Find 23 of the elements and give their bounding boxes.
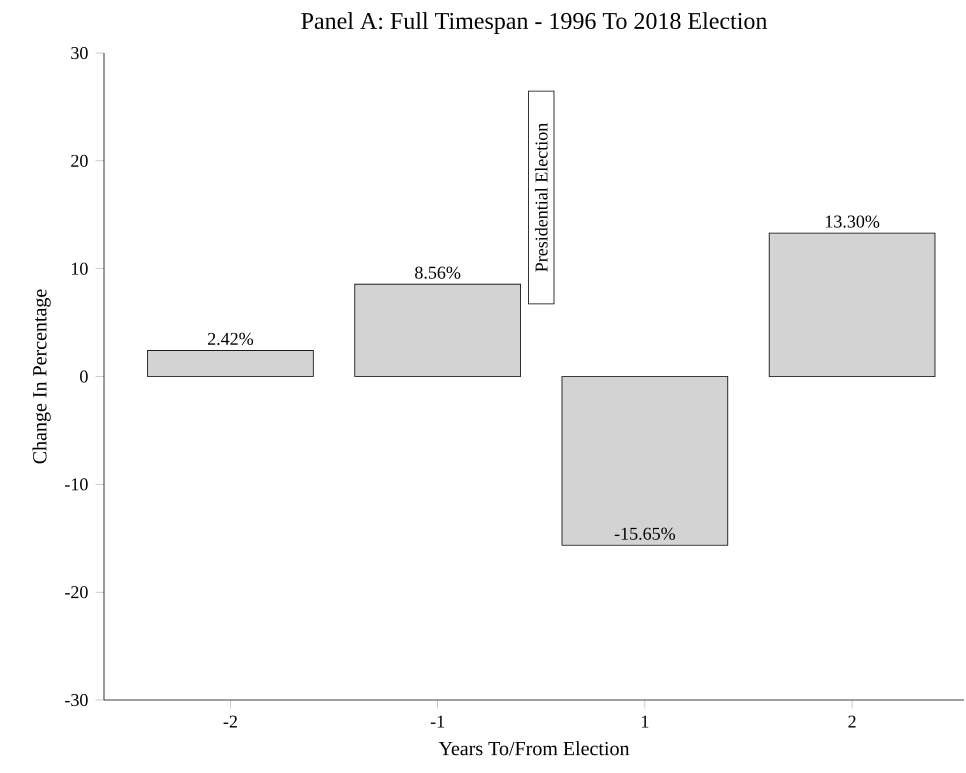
y-tick-label: -10 (65, 478, 88, 490)
y-tick-label: -30 (65, 694, 88, 706)
chart-title: Panel A: Full Timespan - 1996 To 2018 Election (301, 12, 768, 34)
x-axis-title: Years To/From Election (438, 741, 630, 756)
data-label: 13.30% (826, 215, 880, 228)
data-label: -15.65% (614, 528, 676, 540)
bar (147, 350, 314, 377)
x-tick-label: 2 (848, 716, 856, 728)
bar (562, 376, 728, 546)
y-tick-label: 0 (80, 370, 88, 383)
x-tick-label: -2 (224, 716, 237, 728)
data-label: 2.42% (208, 332, 254, 346)
y-tick-label: 20 (71, 154, 88, 167)
y-tick-label: 30 (71, 46, 88, 60)
annotation: Presidential Election (534, 123, 548, 272)
y-tick-label: -20 (65, 586, 88, 598)
data-label: 8.56% (415, 266, 460, 279)
x-tick-label: 1 (642, 716, 648, 728)
x-tick-label: -1 (430, 716, 444, 728)
bar (768, 232, 936, 377)
y-axis-title: Change In Percentage (32, 289, 51, 464)
bar (354, 284, 521, 377)
y-tick-label: 10 (72, 262, 88, 275)
